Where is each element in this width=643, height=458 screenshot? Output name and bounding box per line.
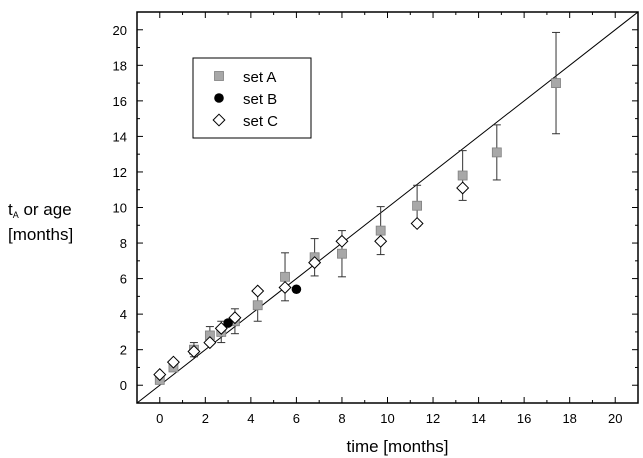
set-c-point [228, 311, 242, 325]
y-tick-label: 10 [113, 201, 127, 216]
legend-marker-set-b [214, 93, 224, 103]
legend-box [192, 57, 312, 139]
set-c-point [153, 368, 167, 382]
y-axis-label-rest: or age [18, 200, 72, 219]
set-a-point [280, 271, 290, 282]
set-c-point [166, 355, 180, 369]
set-a-point [491, 147, 502, 158]
x-tick-label: 6 [293, 411, 300, 426]
set-c-point [187, 344, 201, 358]
legend-label-set-b: set B [243, 91, 277, 108]
set-a-point [375, 225, 386, 236]
legend-label-set-a: set A [243, 69, 276, 86]
x-tick-label: 4 [247, 411, 254, 426]
x-tick-label: 14 [471, 411, 485, 426]
plot-area [137, 12, 638, 403]
set-a-point [457, 170, 468, 181]
y-axis-label: tA or age [months] [8, 200, 108, 245]
set-c-point [203, 336, 217, 350]
set-b-point [223, 318, 233, 328]
y-tick-label: 20 [113, 23, 127, 38]
set-c-point [374, 234, 388, 248]
y-tick-label: 4 [120, 307, 127, 322]
y-tick-label: 6 [120, 272, 127, 287]
y-axis-label-main: t [8, 200, 13, 219]
reference-line [137, 12, 638, 403]
x-tick-label: 12 [426, 411, 440, 426]
set-c-point [308, 256, 322, 270]
legend-label-set-c: set C [243, 113, 278, 130]
y-tick-label: 14 [113, 129, 127, 144]
set-c-point [335, 234, 349, 248]
y-tick-label: 12 [113, 165, 127, 180]
y-tick-label: 16 [113, 94, 127, 109]
x-tick-label: 18 [562, 411, 576, 426]
legend-marker-set-c [212, 113, 226, 127]
set-a-point [551, 78, 561, 88]
set-b-point [291, 284, 302, 295]
y-tick-label: 0 [120, 378, 127, 393]
set-c-point [456, 181, 470, 195]
y-axis-label-line2: [months] [8, 225, 74, 244]
x-tick-label: 20 [608, 411, 622, 426]
x-tick-label: 0 [156, 411, 163, 426]
x-axis-label: time [months] [346, 437, 448, 456]
x-tick-label: 8 [338, 411, 345, 426]
y-tick-label: 18 [113, 58, 127, 73]
set-c-point [251, 284, 265, 298]
x-tick-label: 2 [202, 411, 209, 426]
set-c-point [214, 321, 228, 335]
y-axis-label-subscript: A [12, 210, 19, 220]
set-c-point [278, 280, 292, 294]
legend-marker-set-a [214, 71, 224, 81]
set-a-point [252, 300, 263, 311]
y-tick-label: 8 [120, 236, 127, 251]
y-tick-label: 2 [120, 343, 127, 358]
set-c-point [410, 216, 424, 231]
set-a-point [412, 200, 423, 211]
plot-layer: 0 2 4 6 8 10 12 14 16 18 20 0 2 4 6 8 10 12 14 16 18 20 set A s… [113, 11, 639, 426]
x-tick-label: 10 [380, 411, 394, 426]
set-a-point [337, 248, 347, 259]
x-tick-label: 16 [517, 411, 531, 426]
